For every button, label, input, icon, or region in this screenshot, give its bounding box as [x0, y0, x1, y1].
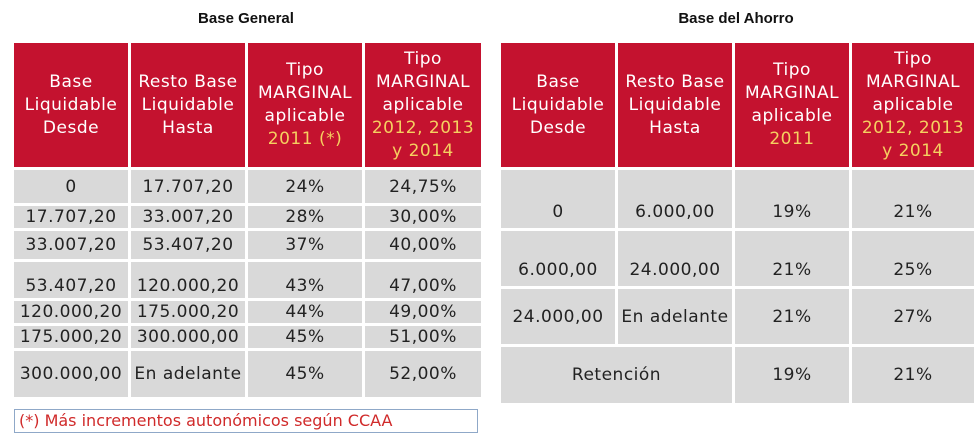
table-row: 175.000,20 300.000,00 45% 51,00% [14, 326, 481, 348]
cell-desde: 0 [14, 170, 128, 203]
retention-row: Retención 19% 21% [501, 347, 974, 403]
cell-tipo-2011: 21% [735, 231, 849, 286]
cell-desde: 24.000,00 [501, 289, 615, 344]
cell-tipo-2011: 45% [248, 351, 362, 397]
cell-tipo-2011: 24% [248, 170, 362, 203]
header-resto-hasta: Resto Base Liquidable Hasta [131, 43, 245, 167]
cell-hasta: 6.000,00 [618, 170, 732, 228]
cell-hasta: 120.000,20 [131, 262, 245, 298]
cell-desde: 33.007,20 [14, 231, 128, 259]
header-tipo-2011: Tipo MARGINAL aplicable 2011 (*) [248, 43, 362, 167]
cell-desde: 6.000,00 [501, 231, 615, 286]
cell-tipo-2011: 45% [248, 326, 362, 348]
cell-retention-label: Retención [501, 347, 732, 403]
header-base-desde: Base Liquidable Desde [14, 43, 128, 167]
table-row: 6.000,00 24.000,00 21% 25% [501, 231, 974, 286]
cell-hasta: 53.407,20 [131, 231, 245, 259]
cell-tipo-2012-2014: 27% [852, 289, 974, 344]
cell-hasta: 300.000,00 [131, 326, 245, 348]
cell-desde: 175.000,20 [14, 326, 128, 348]
cell-hasta: En adelante [618, 289, 732, 344]
cell-tipo-2011: 43% [248, 262, 362, 298]
cell-tipo-2012-2014: 21% [852, 170, 974, 228]
cell-desde: 0 [501, 170, 615, 228]
cell-tipo-2012-2014: 24,75% [365, 170, 481, 203]
header-tipo-2011: Tipo MARGINAL aplicable 2011 [735, 43, 849, 167]
cell-hasta: 175.000,20 [131, 301, 245, 323]
cell-tipo-2011: 19% [735, 170, 849, 228]
cell-tipo-2012-2014: 47,00% [365, 262, 481, 298]
cell-tipo-2011: 28% [248, 206, 362, 228]
table-row: 300.000,00 En adelante 45% 52,00% [14, 351, 481, 397]
table-row: 53.407,20 120.000,20 43% 47,00% [14, 262, 481, 298]
cell-tipo-2012-2014: 30,00% [365, 206, 481, 228]
table-row: 0 6.000,00 19% 21% [501, 170, 974, 228]
table-row: 17.707,20 33.007,20 28% 30,00% [14, 206, 481, 228]
base-ahorro-title: Base del Ahorro [678, 10, 794, 27]
footnote: (*) Más incrementos autonómicos según CC… [14, 409, 478, 433]
cell-desde: 120.000,20 [14, 301, 128, 323]
header-row: Base Liquidable Desde Resto Base Liquidable… [501, 43, 974, 167]
table-row: 0 17.707,20 24% 24,75% [14, 170, 481, 203]
table-row: 120.000,20 175.000,20 44% 49,00% [14, 301, 481, 323]
base-general-title: Base General [198, 10, 294, 27]
base-general-table: Base Liquidable Desde Resto Base Liquidable… [11, 40, 484, 400]
header-row: Base Liquidable Desde Resto Base Liquidable… [14, 43, 481, 167]
cell-tipo-2012-2014: 51,00% [365, 326, 481, 348]
cell-hasta: 24.000,00 [618, 231, 732, 286]
cell-hasta: 17.707,20 [131, 170, 245, 203]
cell-desde: 300.000,00 [14, 351, 128, 397]
cell-tipo-2011: 37% [248, 231, 362, 259]
cell-tipo-2012-2014: 49,00% [365, 301, 481, 323]
cell-tipo-2012-2014: 40,00% [365, 231, 481, 259]
cell-tipo-2012-2014: 25% [852, 231, 974, 286]
header-base-desde: Base Liquidable Desde [501, 43, 615, 167]
base-ahorro-table: Base Liquidable Desde Resto Base Liquidable… [498, 40, 977, 406]
table-row: 24.000,00 En adelante 21% 27% [501, 289, 974, 344]
cell-retention-2012-2014: 21% [852, 347, 974, 403]
cell-desde: 17.707,20 [14, 206, 128, 228]
cell-hasta: 33.007,20 [131, 206, 245, 228]
cell-tipo-2012-2014: 52,00% [365, 351, 481, 397]
header-resto-hasta: Resto Base Liquidable Hasta [618, 43, 732, 167]
cell-desde: 53.407,20 [14, 262, 128, 298]
header-tipo-2012-2014: Tipo MARGINAL aplicable 2012, 2013 y 2014 [365, 43, 481, 167]
cell-tipo-2011: 44% [248, 301, 362, 323]
header-tipo-2012-2014: Tipo MARGINAL aplicable 2012, 2013 y 2014 [852, 43, 974, 167]
cell-retention-2011: 19% [735, 347, 849, 403]
cell-hasta: En adelante [131, 351, 245, 397]
cell-tipo-2011: 21% [735, 289, 849, 344]
table-row: 33.007,20 53.407,20 37% 40,00% [14, 231, 481, 259]
